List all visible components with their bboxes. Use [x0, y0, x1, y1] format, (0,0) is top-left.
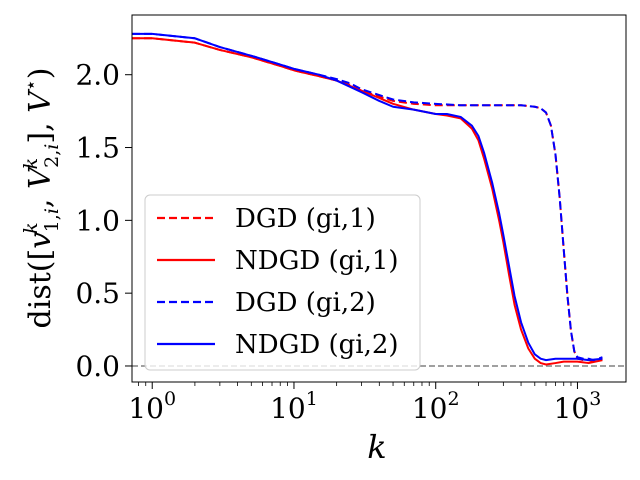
series-line-4: [132, 32, 603, 362]
y-tick-label: 1.0: [75, 204, 120, 237]
y-tick-label: 0.5: [75, 277, 120, 310]
legend-box: [144, 194, 421, 371]
x-tick-label: 103: [554, 388, 602, 425]
x-tick-label: 102: [412, 388, 460, 425]
legend-label-4: NDGD (gi,2): [235, 330, 399, 360]
y-tick-label: 2.0: [75, 59, 120, 92]
legend-label-3: DGD (gi,2): [235, 288, 376, 318]
legend-label-1: DGD (gi,1): [235, 204, 376, 234]
y-tick-label: 0.0: [75, 350, 120, 383]
legend-label-2: NDGD (gi,1): [235, 246, 399, 276]
series-line-2: [132, 37, 603, 366]
y-axis-label: dist([vk1,i, Vk2,i], V⋆): [20, 68, 63, 329]
x-tick-label: 101: [270, 388, 318, 425]
legend: DGD (gi,1) NDGD (gi,1) DGD (gi,2) NDGD (gi,…: [144, 194, 421, 371]
y-tick-label: 1.5: [75, 132, 120, 165]
x-axis-label: k: [367, 428, 386, 466]
x-tick-label: 100: [128, 388, 176, 425]
